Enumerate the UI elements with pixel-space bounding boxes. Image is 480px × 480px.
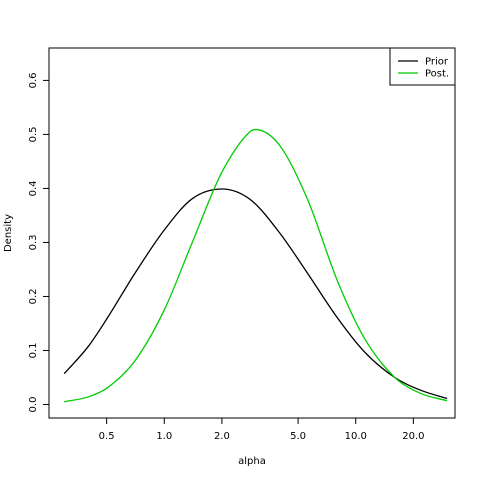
legend-box	[389, 47, 456, 86]
x-tick-label: 2.0	[214, 431, 230, 442]
x-tick-label: 20.0	[402, 431, 424, 442]
y-tick-label: 0.6	[28, 72, 39, 88]
curves	[63, 128, 448, 403]
x-tick-label: 5.0	[290, 431, 306, 442]
series-line-prior	[63, 188, 448, 400]
y-tick-label: 0.1	[28, 343, 39, 359]
y-tick-label: 0.3	[28, 234, 39, 250]
legend: Prior Post.	[389, 47, 456, 86]
y-tick-label: 0.0	[28, 397, 39, 413]
y-axis-title: Density	[3, 214, 14, 252]
x-axis-title: alpha	[238, 456, 266, 467]
x-tick-label: 1.0	[156, 431, 172, 442]
series-line-post	[64, 128, 448, 403]
x-tick-label: 10.0	[345, 431, 367, 442]
legend-label-prior: Prior	[425, 57, 449, 68]
y-tick-label: 0.2	[28, 289, 39, 305]
x-tick-label: 0.5	[99, 431, 115, 442]
y-axis: 0.0 0.1 0.2 0.3 0.4 0.5 0.6	[28, 72, 49, 412]
y-tick-label: 0.5	[28, 126, 39, 142]
x-axis: 0.5 1.0 2.0 5.0 10.0 20.0	[99, 418, 424, 442]
plot-box	[48, 47, 456, 419]
legend-label-post: Post.	[425, 69, 449, 80]
y-tick-label: 0.4	[28, 180, 39, 196]
